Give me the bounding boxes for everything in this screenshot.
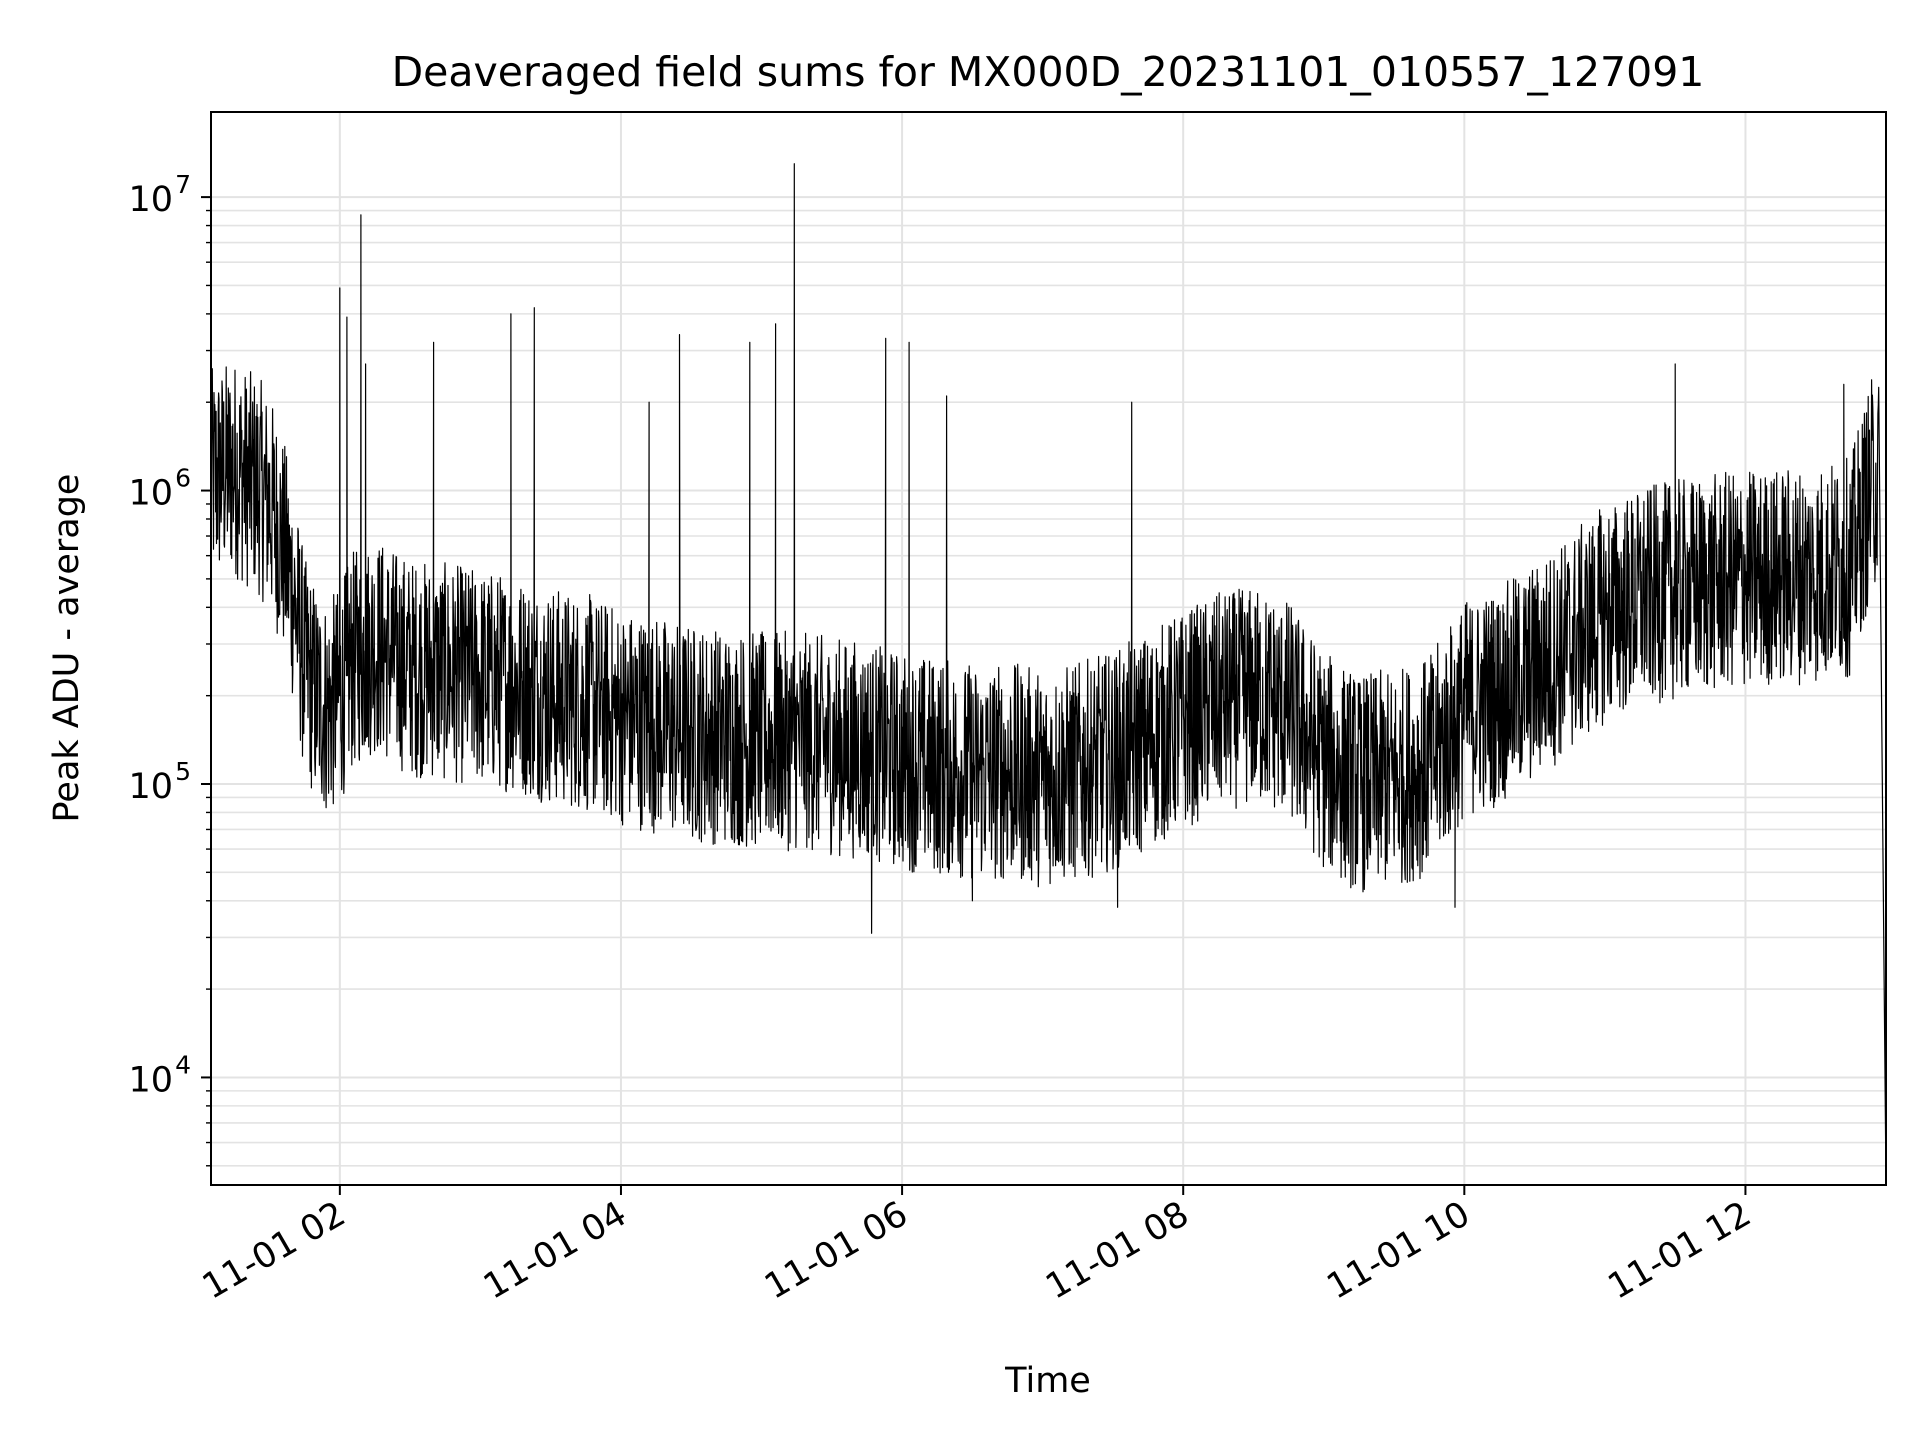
y-tick-label: 10 xyxy=(128,474,173,514)
y-tick-exponent: 7 xyxy=(175,170,191,199)
y-tick-label: 10 xyxy=(128,180,173,220)
y-tick-label: 10 xyxy=(128,767,173,807)
data-series-line xyxy=(210,163,1887,1186)
x-axis-label: Time xyxy=(1004,1361,1091,1401)
y-tick-label: 10 xyxy=(128,1060,173,1100)
series-line xyxy=(210,163,1887,1186)
y-axis-label: Peak ADU - average xyxy=(47,474,87,823)
chart-title: Deaveraged field sums for MX000D_2023110… xyxy=(392,48,1705,96)
plot-frame xyxy=(210,111,1887,1186)
y-tick-exponent: 5 xyxy=(175,757,191,786)
y-tick-exponent: 4 xyxy=(175,1050,191,1079)
y-tick-exponent: 6 xyxy=(175,464,191,493)
